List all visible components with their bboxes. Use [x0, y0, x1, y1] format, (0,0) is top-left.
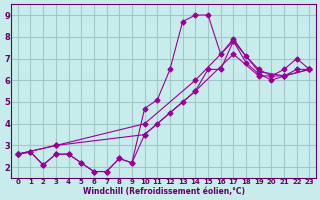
X-axis label: Windchill (Refroidissement éolien,°C): Windchill (Refroidissement éolien,°C)	[83, 187, 244, 196]
